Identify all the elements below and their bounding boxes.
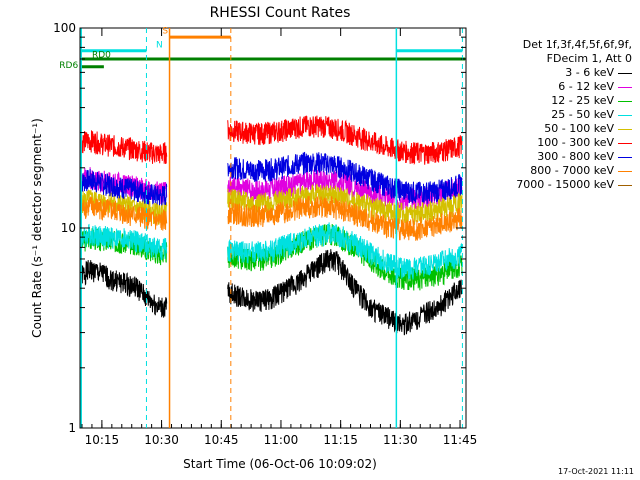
x-tick-label-6: 11:45 — [443, 433, 478, 447]
legend-label: 12 - 25 keV — [551, 94, 614, 107]
x-tick-label-4: 11:15 — [323, 433, 358, 447]
legend-label: 7000 - 15000 keV — [516, 178, 614, 191]
legend-swatch — [618, 170, 632, 172]
legend-item-0: 3 - 6 keV — [478, 66, 632, 80]
legend: Det 1f,3f,4f,5f,6f,9f, FDecim 1, Att 0 3… — [478, 38, 632, 192]
legend-label: 100 - 300 keV — [537, 136, 614, 149]
x-axis-label: Start Time (06-Oct-06 10:09:02) — [183, 457, 377, 471]
legend-label: 300 - 800 keV — [537, 150, 614, 163]
legend-swatch — [618, 100, 632, 102]
legend-label: 800 - 7000 keV — [530, 164, 614, 177]
legend-swatch — [618, 128, 632, 130]
legend-item-4: 50 - 100 keV — [478, 122, 632, 136]
x-tick-label-2: 10:45 — [204, 433, 239, 447]
x-tick-label-1: 10:30 — [144, 433, 179, 447]
legend-swatch — [618, 86, 632, 88]
x-tick-label-3: 11:00 — [264, 433, 299, 447]
legend-item-8: 7000 - 15000 keV — [478, 178, 632, 192]
legend-swatch — [618, 114, 632, 116]
legend-items: 3 - 6 keV 6 - 12 keV 12 - 25 keV 25 - 50 ke… — [478, 66, 632, 192]
series-line-6 — [80, 151, 463, 206]
y-axis-label: Count Rate (s⁻¹ detector segment⁻¹) — [30, 118, 44, 338]
series-line-0 — [80, 249, 463, 336]
legend-item-1: 6 - 12 keV — [478, 80, 632, 94]
bar-label-2: RD0 — [92, 51, 111, 61]
legend-swatch — [618, 184, 632, 186]
x-tick-label-0: 10:15 — [85, 433, 120, 447]
y-tick-label-0: 1 — [68, 421, 76, 435]
legend-item-2: 12 - 25 keV — [478, 94, 632, 108]
legend-swatch — [618, 72, 632, 74]
y-tick-label-2: 100 — [53, 21, 76, 35]
generation-timestamp: 17-Oct-2021 11:11 — [558, 467, 634, 476]
bar-label-1: N — [156, 40, 163, 50]
bar-label-3: RD6 — [59, 61, 78, 71]
legend-header-line-1: Det 1f,3f,4f,5f,6f,9f, — [522, 38, 632, 51]
legend-item-6: 300 - 800 keV — [478, 150, 632, 164]
series-line-3 — [80, 222, 463, 280]
legend-item-7: 800 - 7000 keV — [478, 164, 632, 178]
legend-header-line-2: FDecim 1, Att 0 — [546, 52, 632, 65]
x-tick-label-5: 11:30 — [383, 433, 418, 447]
legend-label: 50 - 100 keV — [544, 122, 614, 135]
legend-label: 25 - 50 keV — [551, 108, 614, 121]
legend-item-3: 25 - 50 keV — [478, 108, 632, 122]
bar-label-0: S — [162, 26, 168, 36]
legend-swatch — [618, 142, 632, 144]
legend-item-5: 100 - 300 keV — [478, 136, 632, 150]
series-line-7 — [80, 195, 463, 241]
y-tick-label-1: 10 — [61, 221, 76, 235]
legend-label: 6 - 12 keV — [558, 80, 614, 93]
chart-title: RHESSI Count Rates — [210, 5, 351, 21]
legend-swatch — [618, 156, 632, 158]
series-line-5 — [80, 115, 463, 166]
legend-label: 3 - 6 keV — [565, 66, 614, 79]
